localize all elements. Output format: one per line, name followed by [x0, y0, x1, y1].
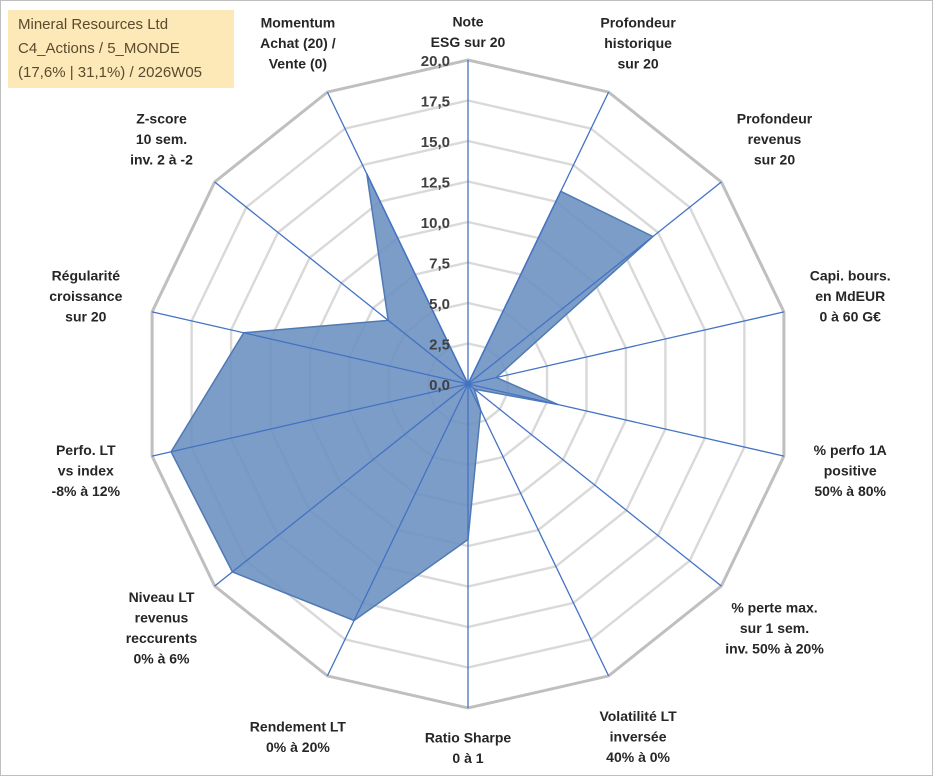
axis-label-line: Vente (0)	[269, 56, 327, 72]
axis-label: % perte max. sur 1 sem. inv. 50% à 20%	[725, 599, 824, 656]
axis-label-line: sur 20	[65, 309, 106, 325]
axis-label: Régularité croissance sur 20	[49, 268, 122, 325]
radial-tick-label: 7,5	[429, 256, 450, 273]
axis-label-line: Rendement LT	[250, 718, 347, 734]
axis-spoke	[467, 383, 722, 587]
axis-label-line: Momentum	[261, 15, 336, 31]
radial-tick-label: 2,5	[429, 337, 450, 354]
axis-label-line: Niveau LT	[129, 589, 195, 605]
axis-label-line: vs index	[58, 463, 114, 479]
radial-tick-label: 10,0	[421, 215, 450, 232]
axis-label: Niveau LT revenus reccurents 0% à 6%	[126, 589, 198, 667]
axis-label-line: croissance	[49, 288, 122, 304]
axis-label-line: 0% à 6%	[133, 651, 190, 667]
tick-layer: 0,0 2,5 5,0 7,5 10,0 12,5 15,0 17,5 20,0	[421, 53, 450, 394]
axis-label: Note ESG sur 20	[431, 14, 506, 51]
axis-label-line: inv. 50% à 20%	[725, 640, 824, 656]
radial-tick-label: 12,5	[421, 175, 450, 192]
chart-title-box: Mineral Resources Ltd C4_Actions / 5_MON…	[8, 10, 234, 88]
axis-label-line: Profondeur	[737, 110, 813, 126]
axis-label-line: reccurents	[126, 630, 198, 646]
axis-label-line: 0 à 60 G€	[819, 309, 881, 325]
axis-label-line: % perte max.	[731, 599, 817, 615]
axis-spoke	[214, 383, 469, 587]
axis-label-line: 50% à 80%	[814, 483, 886, 499]
title-line-company: Mineral Resources Ltd	[18, 16, 169, 33]
axis-spoke	[467, 311, 785, 385]
axis-label-line: Perfo. LT	[56, 442, 116, 458]
axis-spoke	[326, 91, 469, 385]
axis-label-line: Profondeur	[600, 15, 676, 31]
axis-label-line: 40% à 0%	[606, 749, 670, 765]
axis-label: Z-score 10 sem. inv. 2 à -2	[130, 110, 193, 167]
axis-label: Volatilité LT inversée 40% à 0%	[599, 708, 677, 765]
radial-tick-label: 5,0	[429, 296, 450, 313]
axis-label-line: Ratio Sharpe	[425, 730, 512, 746]
axis-spoke	[467, 383, 610, 677]
axis-spoke	[151, 383, 469, 457]
axis-spoke	[326, 383, 469, 677]
axis-label: Ratio Sharpe 0 à 1	[425, 730, 512, 767]
axis-label-line: positive	[824, 463, 877, 479]
axis-label: Momentum Achat (20) / Vente (0)	[260, 15, 336, 72]
title-line-category: C4_Actions / 5_MONDE	[18, 40, 180, 57]
axis-label-line: 0% à 20%	[266, 739, 330, 755]
axis-label-line: ESG sur 20	[431, 34, 506, 50]
axis-label-line: sur 20	[754, 151, 795, 167]
axis-label-line: -8% à 12%	[52, 483, 121, 499]
axis-label-line: Z-score	[136, 110, 187, 126]
radial-tick-label: 20,0	[421, 53, 450, 70]
axis-label: % perfo 1A positive 50% à 80%	[814, 442, 887, 499]
axis-label-line: Note	[452, 14, 483, 30]
axis-label-line: en MdEUR	[815, 288, 885, 304]
radial-tick-label: 15,0	[421, 134, 450, 151]
axis-label-line: Capi. bours.	[810, 268, 891, 284]
radial-tick-label: 17,5	[421, 94, 450, 111]
axis-label-line: historique	[604, 35, 672, 51]
axis-label-line: 10 sem.	[136, 131, 187, 147]
axis-label-line: inversée	[610, 729, 667, 745]
axis-label: Perfo. LT vs index -8% à 12%	[52, 442, 121, 499]
axis-spoke	[467, 181, 722, 385]
axis-label-line: revenus	[748, 131, 802, 147]
axis-label-line: Achat (20) /	[260, 35, 336, 51]
axis-label-line: 0 à 1	[452, 750, 483, 766]
axis-label: Profondeur revenus sur 20	[737, 110, 813, 167]
axis-label-line: sur 1 sem.	[740, 620, 809, 636]
axis-label: Capi. bours. en MdEUR 0 à 60 G€	[810, 268, 891, 325]
axis-label: Rendement LT 0% à 20%	[250, 718, 347, 755]
spoke-layer	[151, 60, 785, 708]
axis-label-layer: Note ESG sur 20 Profondeur historique sur 20…	[49, 14, 891, 767]
title-line-stats: (17,6% | 31,1%) / 2026W05	[18, 64, 202, 81]
radial-tick-label: 0,0	[429, 377, 450, 394]
axis-label-line: Régularité	[52, 268, 121, 284]
axis-label-line: inv. 2 à -2	[130, 151, 193, 167]
axis-label-line: Volatilité LT	[599, 708, 677, 724]
axis-label-line: sur 20	[617, 56, 658, 72]
axis-spoke	[151, 311, 469, 385]
axis-spoke	[467, 383, 785, 457]
axis-label-line: % perfo 1A	[814, 442, 887, 458]
axis-label-line: revenus	[135, 610, 189, 626]
axis-spoke	[214, 181, 469, 385]
axis-label: Profondeur historique sur 20	[600, 15, 676, 72]
axis-spoke	[467, 91, 610, 385]
